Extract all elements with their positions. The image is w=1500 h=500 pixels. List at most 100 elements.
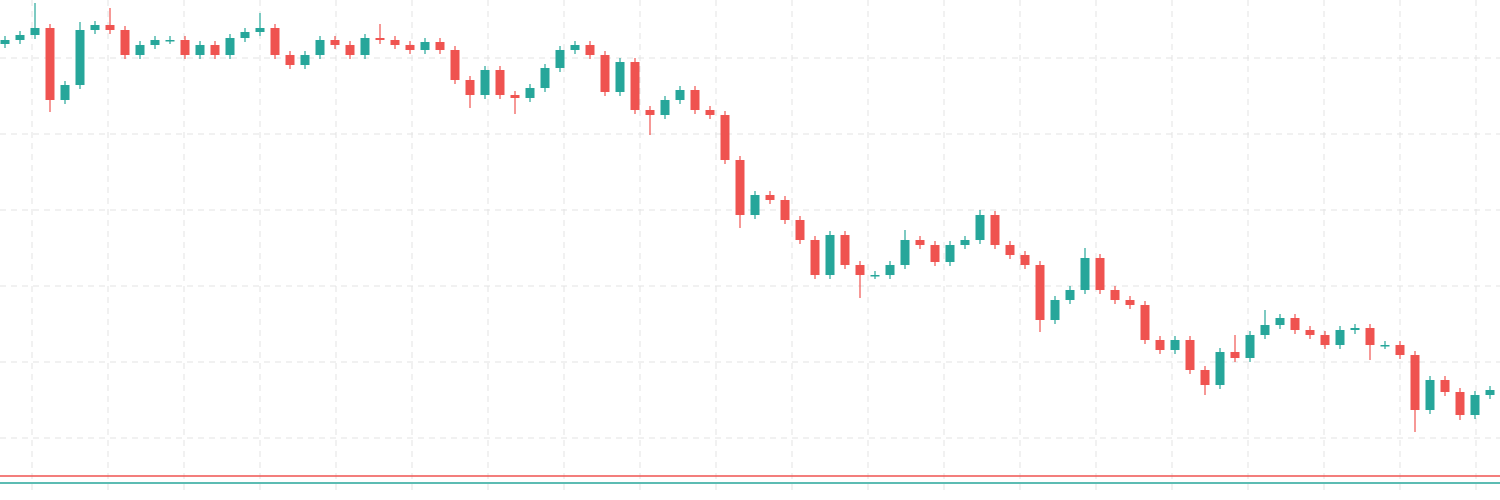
candle-body (300, 55, 310, 65)
candle-body (810, 240, 820, 275)
candle-body (1035, 265, 1045, 320)
candle-body (405, 45, 415, 50)
candle-body (1245, 335, 1255, 358)
candle-body (225, 38, 235, 55)
candle-body (330, 40, 340, 45)
candle-body (1020, 255, 1030, 265)
candle-body (525, 88, 535, 98)
candle-body (495, 70, 505, 95)
candle-body (1125, 300, 1135, 305)
candle-body (870, 275, 880, 277)
candle-body (1305, 330, 1315, 335)
candle-body (960, 240, 970, 245)
candle-body (15, 35, 25, 40)
candle-body (1455, 392, 1465, 415)
candle-body (75, 30, 85, 85)
candle-body (1080, 258, 1090, 290)
candle-body (1260, 325, 1270, 335)
candle-body (765, 195, 775, 200)
candle-body (135, 45, 145, 55)
candle-body (375, 38, 385, 40)
candle-body (660, 100, 670, 115)
candle-body (1185, 340, 1195, 370)
candle-body (900, 240, 910, 265)
candle-body (1170, 340, 1180, 350)
candle-body (540, 68, 550, 88)
candle-body (1440, 380, 1450, 392)
candle-body (600, 55, 610, 92)
candle-body (795, 220, 805, 240)
candle-body (510, 95, 520, 98)
candle-body (450, 50, 460, 80)
candle-body (1290, 318, 1300, 330)
candle-body (270, 28, 280, 55)
candle-body (105, 25, 115, 30)
candle-body (120, 30, 130, 55)
candle-body (1485, 390, 1495, 395)
candle-body (1140, 305, 1150, 340)
candle-body (780, 200, 790, 220)
candle-body (210, 45, 220, 55)
candle-body (825, 235, 835, 275)
candle-body (150, 40, 160, 45)
candle-body (615, 62, 625, 92)
candle-body (945, 245, 955, 262)
candle-body (1410, 355, 1420, 410)
candle-body (1335, 330, 1345, 345)
candle-body (750, 195, 760, 215)
candle-body (990, 215, 1000, 245)
candle-body (465, 80, 475, 95)
candle-body (1095, 258, 1105, 290)
candle-body (1320, 335, 1330, 345)
candle-body (420, 42, 430, 50)
candle-body (1230, 352, 1240, 358)
candle-body (630, 62, 640, 110)
candle-body (390, 40, 400, 45)
candle-body (1215, 352, 1225, 385)
candle-body (570, 45, 580, 50)
candle-body (240, 32, 250, 38)
candle-body (165, 40, 175, 42)
candle-body (1155, 340, 1165, 350)
candle-body (315, 40, 325, 55)
candle-body (1065, 290, 1075, 300)
candle-body (360, 38, 370, 55)
candle-body (645, 110, 655, 115)
candle-body (90, 25, 100, 30)
candle-body (0, 40, 10, 44)
candle-body (1425, 380, 1435, 410)
candle-body (45, 28, 55, 100)
candle-body (1380, 345, 1390, 347)
candle-body (1005, 245, 1015, 255)
candle-body (930, 245, 940, 262)
candle-body (1050, 300, 1060, 320)
candle-body (285, 55, 295, 65)
candle-body (255, 28, 265, 32)
candle-body (1470, 395, 1480, 415)
candle-body (690, 90, 700, 110)
candle-body (60, 85, 70, 100)
candle-body (585, 45, 595, 55)
candle-body (705, 110, 715, 115)
candle-body (840, 235, 850, 265)
candle-body (435, 42, 445, 50)
candle-body (1365, 328, 1375, 345)
candle-body (1275, 318, 1285, 325)
candle-body (1110, 290, 1120, 300)
candle-body (1350, 328, 1360, 330)
candle-body (915, 240, 925, 245)
candle-body (675, 90, 685, 100)
candle-body (30, 28, 40, 35)
candle-body (195, 45, 205, 55)
candle-body (885, 265, 895, 275)
candle-body (180, 40, 190, 55)
candle-body (345, 45, 355, 55)
candle-body (735, 160, 745, 215)
candle-body (975, 215, 985, 240)
candle-body (855, 265, 865, 275)
candle-body (1395, 345, 1405, 355)
candle-body (720, 115, 730, 160)
candle-body (1200, 370, 1210, 385)
